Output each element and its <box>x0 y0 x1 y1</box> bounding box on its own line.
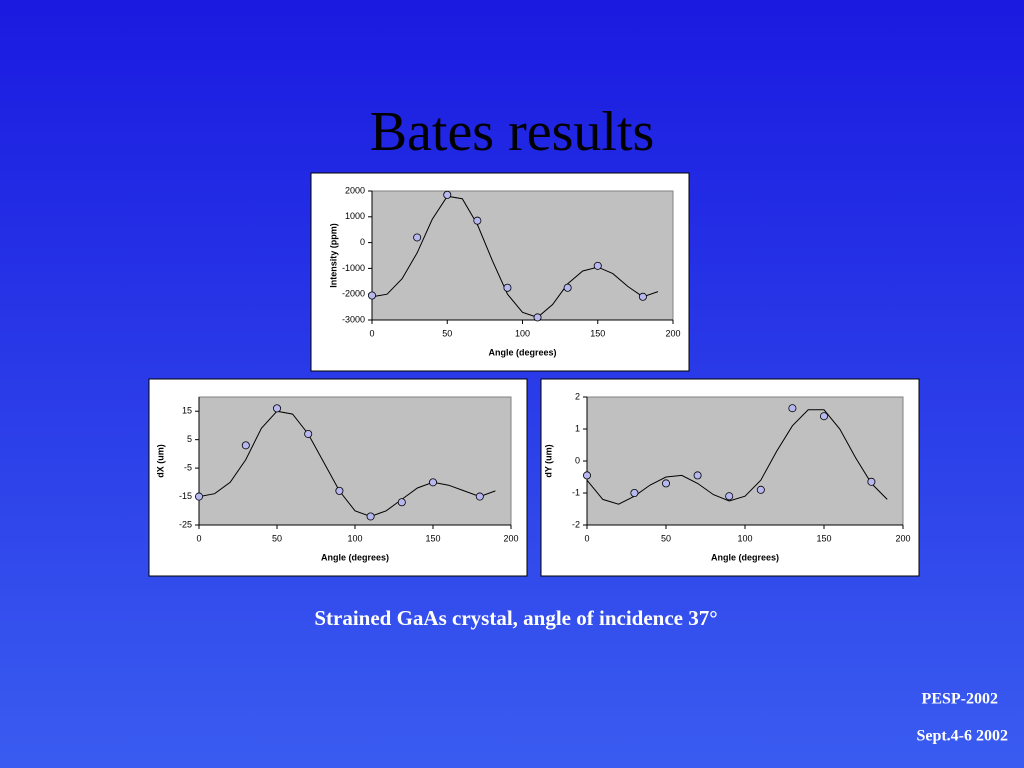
data-point <box>443 190 452 199</box>
data-point <box>304 429 313 438</box>
y-tick-label: 1 <box>575 423 580 433</box>
data-point <box>867 477 876 486</box>
plot-area <box>198 396 512 526</box>
data-point <box>366 512 375 521</box>
data-point <box>533 313 542 322</box>
fit-line <box>198 410 496 518</box>
x-tick-label: 50 <box>272 533 282 543</box>
data-point <box>503 283 512 292</box>
y-tick-label: 0 <box>360 237 365 247</box>
data-point <box>820 412 829 421</box>
y-tick-label: -25 <box>179 519 192 529</box>
data-point <box>335 486 344 495</box>
plot-area <box>586 396 904 526</box>
data-point <box>367 291 376 300</box>
x-tick-label: 200 <box>895 533 910 543</box>
x-axis-title: Angle (degrees) <box>488 347 556 357</box>
data-point <box>662 479 671 488</box>
y-tick-label: 2000 <box>345 185 365 195</box>
footer-date: Sept.4-6 2002 <box>916 728 1008 745</box>
y-axis-title: Intensity (ppm) <box>328 223 338 288</box>
y-tick-label: -5 <box>184 462 192 472</box>
y-tick-label: -2000 <box>342 289 365 299</box>
x-axis-title: Angle (degrees) <box>321 552 389 562</box>
data-point <box>788 404 797 413</box>
data-point <box>563 283 572 292</box>
data-point <box>413 233 422 242</box>
x-axis-title: Angle (degrees) <box>711 552 779 562</box>
x-tick-label: 100 <box>737 533 752 543</box>
data-point <box>638 292 647 301</box>
caption: Strained GaAs crystal, angle of incidenc… <box>314 606 717 630</box>
x-tick-label: 0 <box>369 328 374 338</box>
x-tick-label: 0 <box>584 533 589 543</box>
data-point <box>397 498 406 507</box>
x-tick-label: 150 <box>590 328 605 338</box>
data-point <box>583 471 592 480</box>
x-tick-label: 100 <box>347 533 362 543</box>
x-tick-label: 200 <box>665 328 680 338</box>
data-point <box>473 216 482 225</box>
data-point <box>194 492 203 501</box>
x-tick-label: 0 <box>196 533 201 543</box>
x-tick-label: 150 <box>425 533 440 543</box>
y-tick-label: 5 <box>187 434 192 444</box>
y-axis-title: dX (um) <box>155 444 165 478</box>
x-tick-label: 50 <box>442 328 452 338</box>
data-point <box>693 471 702 480</box>
y-tick-label: 2 <box>575 391 580 401</box>
data-point <box>593 261 602 270</box>
data-point <box>241 441 250 450</box>
data-point <box>725 492 734 501</box>
x-tick-label: 150 <box>816 533 831 543</box>
data-point <box>272 404 281 413</box>
data-point <box>756 485 765 494</box>
y-tick-label: -15 <box>179 491 192 501</box>
footer-event: PESP-2002 <box>922 691 998 708</box>
data-point <box>630 488 639 497</box>
y-tick-label: 15 <box>182 406 192 416</box>
fit-line <box>371 195 659 318</box>
y-tick-label: -2 <box>572 519 580 529</box>
slide-title: Bates results <box>370 101 655 163</box>
x-tick-label: 50 <box>661 533 671 543</box>
y-axis-title: dY (um) <box>543 444 553 477</box>
x-tick-label: 100 <box>515 328 530 338</box>
x-tick-label: 200 <box>503 533 518 543</box>
y-tick-label: 1000 <box>345 211 365 221</box>
y-tick-label: -1000 <box>342 263 365 273</box>
y-tick-label: -1 <box>572 487 580 497</box>
y-tick-label: -3000 <box>342 314 365 324</box>
y-tick-label: 0 <box>575 455 580 465</box>
plot-area <box>371 190 674 321</box>
data-point <box>428 478 437 487</box>
data-point <box>475 492 484 501</box>
